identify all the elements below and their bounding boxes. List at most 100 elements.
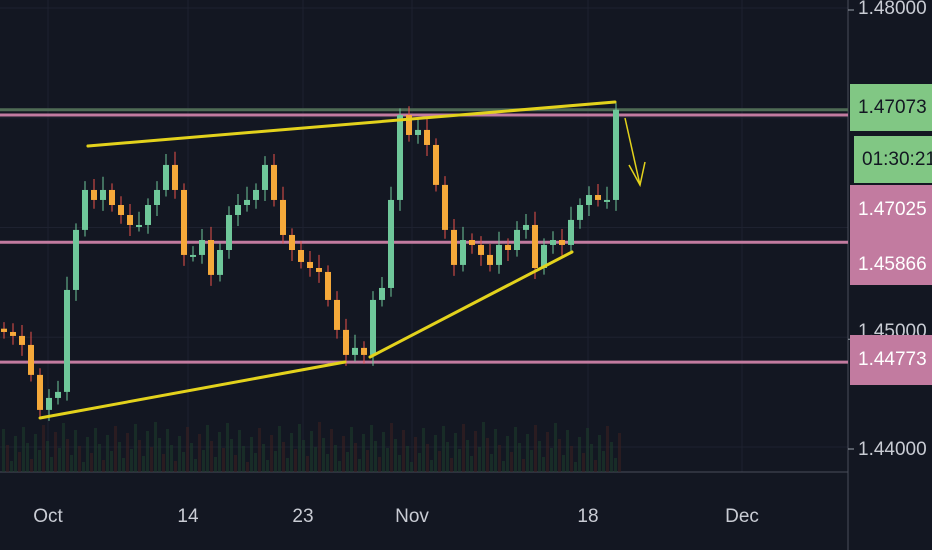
candle-body: [523, 224, 529, 230]
level-badge: 1.44773: [850, 335, 932, 385]
volume-bar: [582, 453, 585, 472]
volume-bar: [414, 437, 417, 472]
candle-body: [469, 240, 475, 245]
volume-bar: [342, 436, 345, 472]
volume-bar: [198, 434, 201, 472]
volume-bar: [50, 457, 53, 472]
volume-bar: [430, 460, 433, 472]
candle-body: [460, 240, 466, 265]
volume-bar: [422, 428, 425, 472]
candle-body: [604, 199, 610, 202]
volume-bar: [218, 432, 221, 472]
volume-bar: [246, 462, 249, 472]
volume-bar: [282, 442, 285, 472]
volume-bar: [366, 450, 369, 472]
volume-bar: [506, 436, 509, 472]
volume-bar: [554, 423, 557, 472]
candle-body: [307, 261, 313, 268]
volume-bar: [186, 427, 189, 472]
volume-bar: [386, 448, 389, 472]
volume-bar: [26, 443, 29, 472]
volume-bar: [102, 460, 105, 472]
time-tick-label: Dec: [725, 506, 759, 527]
volume-bar: [238, 430, 241, 472]
candle-body: [244, 199, 250, 206]
volume-bar: [134, 424, 137, 472]
volume-bar: [326, 454, 329, 472]
volume-bar: [42, 425, 45, 472]
volume-bar: [410, 462, 413, 472]
volume-bar: [610, 442, 613, 472]
candle-body: [73, 229, 79, 290]
volume-bar: [566, 430, 569, 472]
volume-bar: [334, 445, 337, 472]
candle-body: [586, 195, 592, 206]
volume-bar: [542, 457, 545, 472]
volume-bar: [458, 449, 461, 472]
volume-bar: [482, 422, 485, 472]
volume-bar: [158, 438, 161, 472]
time-tick-label: Nov: [395, 506, 429, 527]
volume-bar: [78, 446, 81, 472]
volume-bar: [474, 431, 477, 472]
volume-bar: [390, 423, 393, 472]
time-tick-label: 18: [577, 506, 599, 527]
volume-bar: [290, 433, 293, 472]
volume-bar: [382, 432, 385, 472]
candle-body: [478, 244, 484, 255]
candle-body: [343, 329, 349, 355]
candle-body: [280, 199, 286, 235]
volume-bar: [190, 443, 193, 472]
level-badge: 1.47025: [858, 199, 927, 220]
volume-bar: [490, 454, 493, 472]
price-tick-label: 1.44000: [858, 439, 927, 460]
volume-bar: [586, 428, 589, 472]
volume-bar: [450, 458, 453, 472]
candle-body: [550, 240, 556, 245]
candle-body: [271, 164, 277, 200]
candle-body: [298, 249, 304, 262]
candle-body: [10, 331, 16, 336]
candle-body: [442, 184, 448, 230]
volume-bar: [314, 447, 317, 472]
trendline: [38, 360, 347, 420]
volume-bar: [106, 435, 109, 472]
volume-bar: [558, 439, 561, 472]
candle-body: [316, 267, 322, 272]
volume-bar: [606, 426, 609, 472]
volume-bar: [418, 453, 421, 472]
candle-body: [406, 115, 412, 135]
candle-body: [109, 189, 115, 206]
volume-bar: [614, 458, 617, 472]
volume-bar: [454, 433, 457, 472]
volume-bar: [230, 439, 233, 472]
arrow-head-icon: [628, 161, 646, 188]
volume-bar: [118, 442, 121, 472]
candle-body: [46, 397, 52, 410]
volume-bar: [234, 455, 237, 472]
candle-body: [145, 205, 151, 225]
candle-body: [1, 328, 7, 332]
candle-body: [559, 240, 565, 245]
volume-bar: [378, 457, 381, 472]
volume-bar: [242, 446, 245, 472]
candle-body: [226, 214, 232, 250]
volume-bar: [278, 426, 281, 472]
volume-bar: [150, 447, 153, 472]
volume-bar: [22, 427, 25, 472]
volume-bar: [470, 456, 473, 472]
trendline: [86, 100, 617, 148]
volume-bar: [530, 450, 533, 472]
volume-bar: [346, 452, 349, 472]
candle-body: [532, 224, 538, 268]
candle-body: [505, 244, 511, 250]
volume-bar: [130, 449, 133, 472]
volume-bar: [534, 425, 537, 472]
candle-body: [82, 189, 88, 230]
volume-bar: [598, 435, 601, 472]
volume-bar: [402, 430, 405, 472]
volume-bar: [522, 459, 525, 472]
volume-bar: [398, 455, 401, 472]
volume-bar: [310, 431, 313, 472]
